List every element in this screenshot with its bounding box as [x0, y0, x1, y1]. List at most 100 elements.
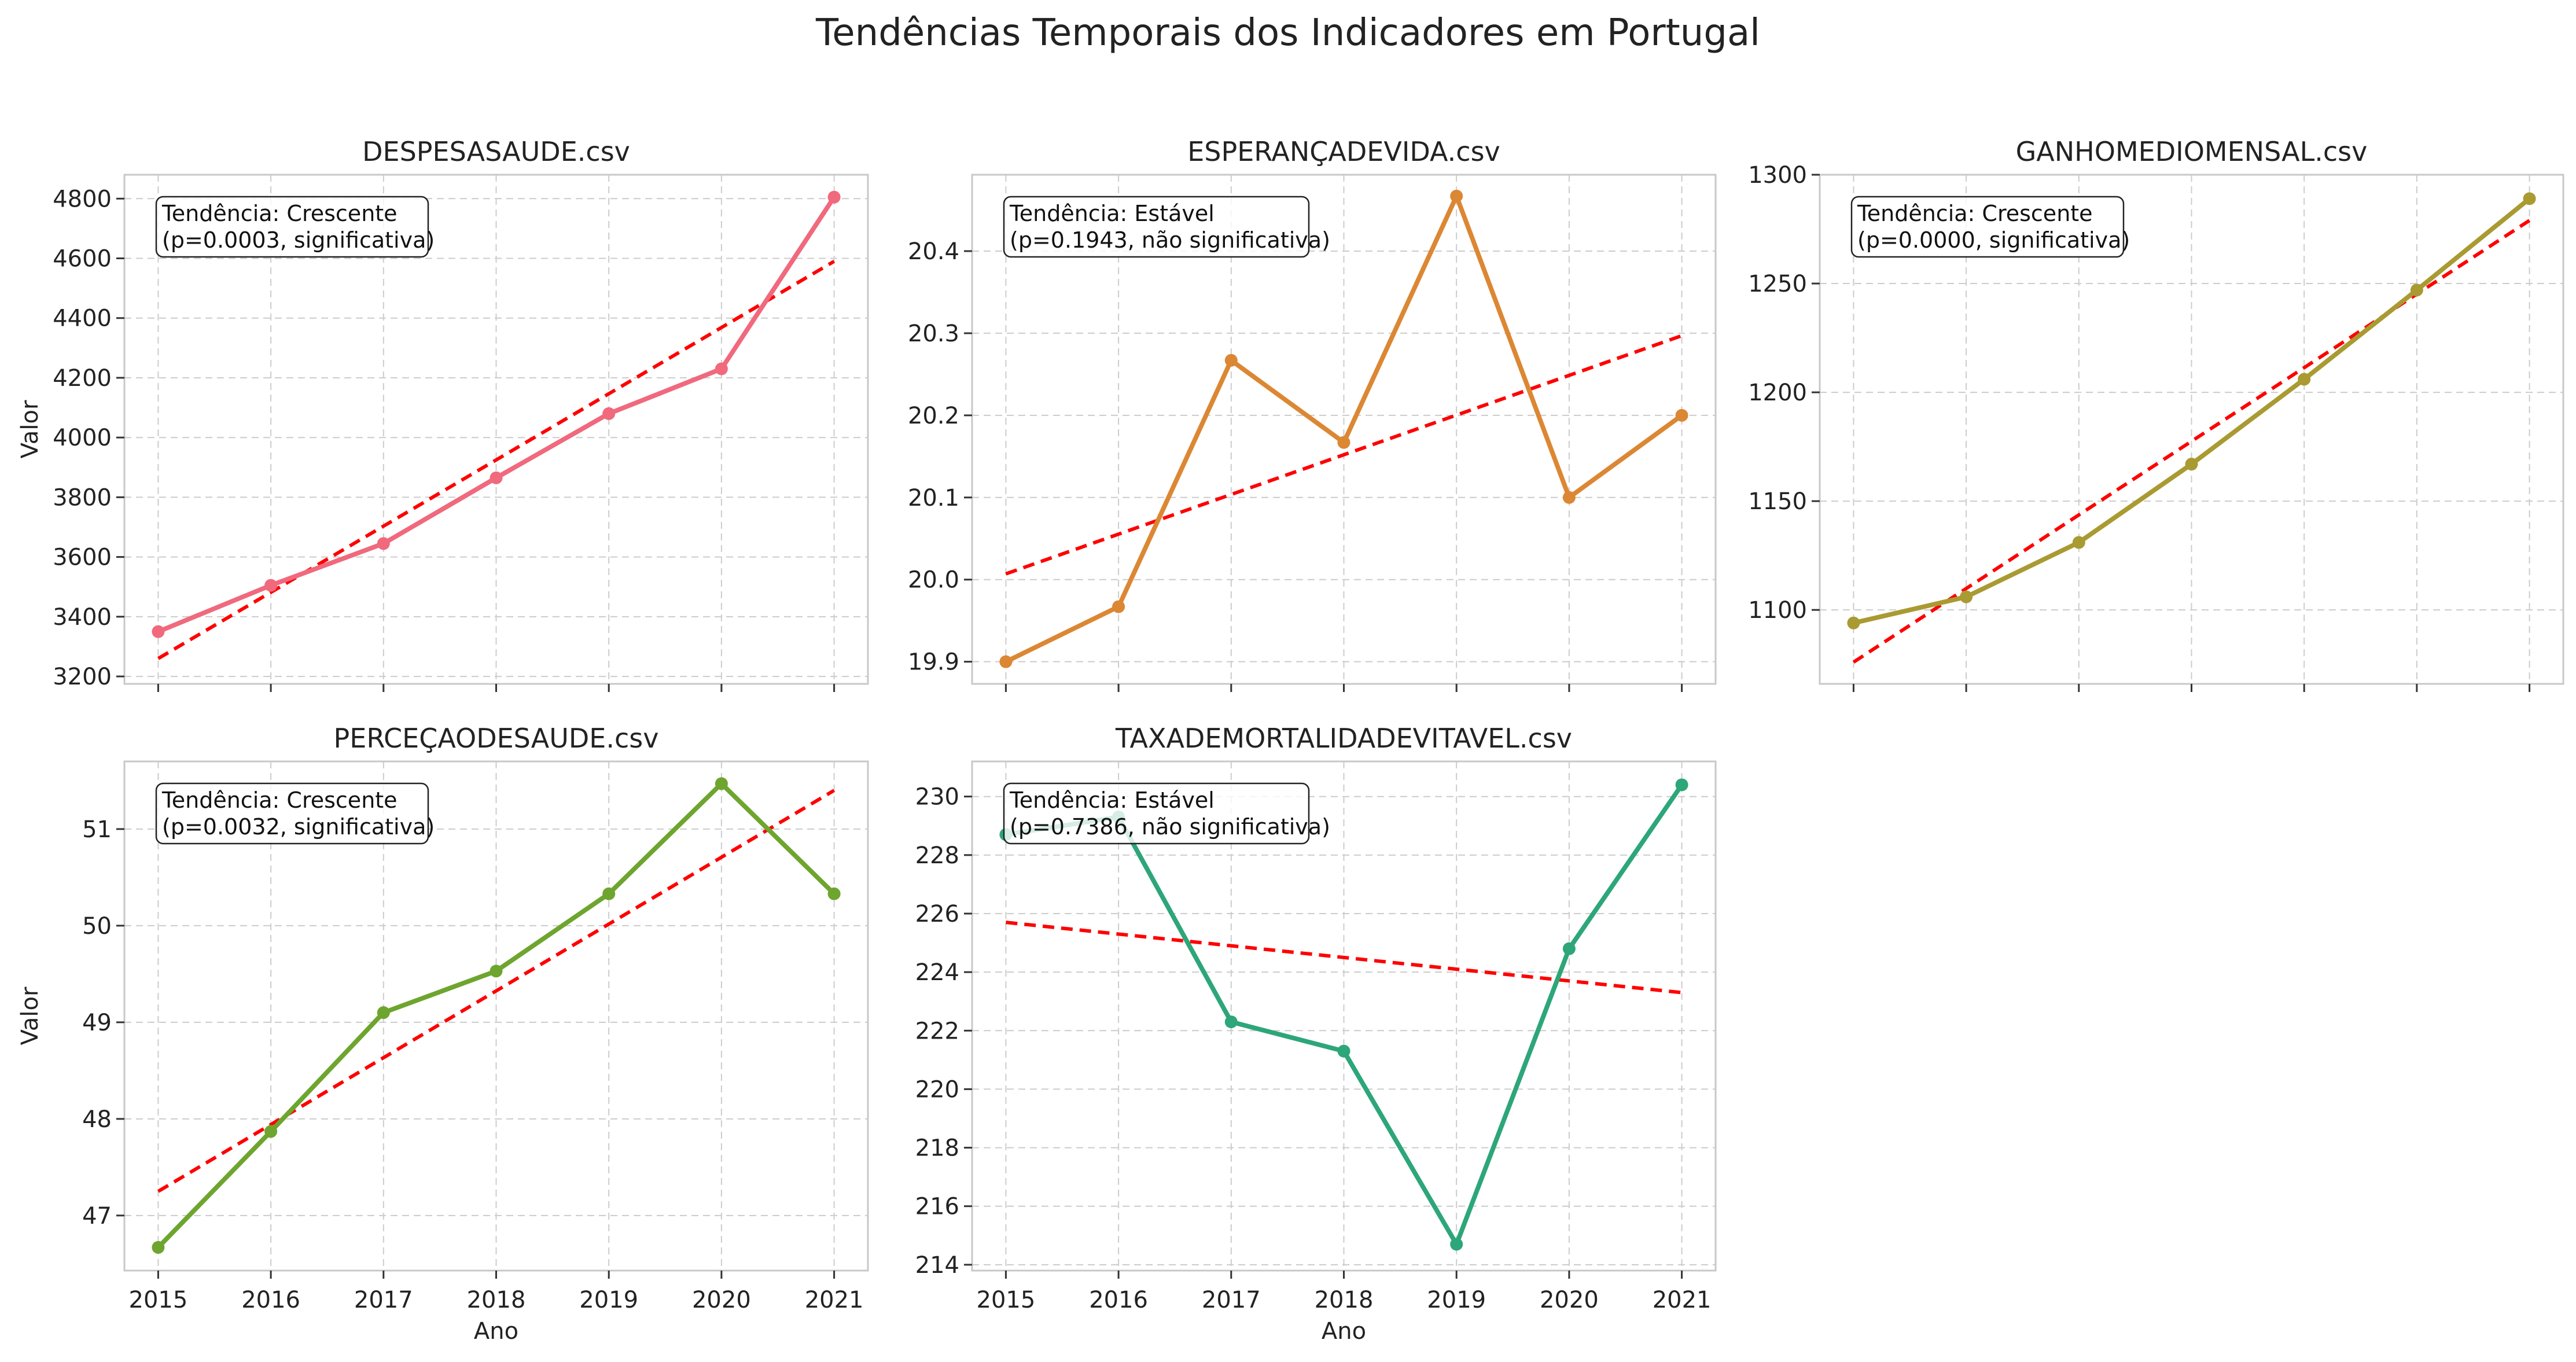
data-point	[377, 537, 390, 550]
x-tick-label: 2019	[1427, 1287, 1486, 1313]
data-point	[2523, 192, 2536, 205]
data-point	[1337, 1044, 1350, 1058]
chart-panel-4: 47 48 49 50 51 2015 2016 2017 2018 2019 2020 2021 PE…	[17, 723, 869, 1345]
data-point	[2410, 284, 2423, 297]
data-point	[2185, 458, 2198, 471]
y-tick-label: 4800	[53, 186, 112, 212]
data-point	[2298, 373, 2311, 386]
data-point	[827, 887, 841, 900]
chart-panel-5: 214 216 218 220 222 224 226 228 230 2015 2016 2017 2…	[915, 723, 1717, 1345]
data-point	[1112, 600, 1125, 613]
data-point	[715, 362, 728, 376]
y-tick-label: 20.4	[908, 238, 959, 265]
x-tick-label: 2020	[692, 1287, 751, 1313]
y-tick-label: 3400	[53, 604, 112, 631]
annotation-line-1: Tendência: Estável	[1009, 201, 1215, 226]
y-tick-label: 1250	[1748, 271, 1807, 297]
y-tick-label: 4400	[53, 305, 112, 332]
y-tick-label: 230	[915, 784, 959, 811]
data-point	[264, 1125, 278, 1138]
subplot-title: GANHOMEDIOMENSAL.csv	[2016, 136, 2368, 167]
annotation-box	[1003, 782, 1310, 845]
y-tick-label: 48	[82, 1106, 112, 1133]
y-tick-label: 222	[915, 1018, 959, 1044]
annotation-line-1: Tendência: Crescente	[161, 201, 398, 226]
data-point	[1224, 354, 1238, 367]
data-point	[715, 777, 728, 790]
data-point	[152, 1240, 165, 1254]
trend-annotation: Tendência: Crescente(p=0.0032, significa…	[155, 782, 435, 845]
y-tick-label: 3200	[53, 664, 112, 690]
y-tick-label: 49	[82, 1010, 112, 1036]
y-tick-label: 3600	[53, 544, 112, 571]
y-tick-label: 20.0	[908, 567, 959, 594]
y-tick-label: 20.2	[908, 403, 959, 429]
y-tick-label: 20.1	[908, 485, 959, 511]
chart-panel-3: 1100 1150 1200 1250 1300 GANHOMEDIOMENSAL.csv…	[1748, 136, 2564, 692]
y-axis-label: Valor	[17, 986, 43, 1045]
y-axis-label: Valor	[17, 400, 43, 458]
y-tick-label: 228	[915, 842, 959, 869]
trend-line	[1005, 334, 1683, 576]
data-point	[490, 965, 503, 978]
data-point	[2072, 536, 2085, 549]
x-tick-label: 2017	[354, 1287, 413, 1313]
y-tick-label: 214	[915, 1252, 959, 1279]
data-point	[999, 655, 1013, 668]
data-point	[377, 1006, 390, 1019]
y-tick-label: 226	[915, 901, 959, 927]
data-point	[602, 407, 616, 420]
x-axis-label: Ano	[1322, 1318, 1366, 1345]
subplot-title: DESPESASAUDE.csv	[362, 136, 630, 167]
x-tick-label: 2019	[579, 1287, 638, 1313]
subplot-title: ESPERANÇADEVIDA.csv	[1187, 136, 1500, 167]
x-tick-label: 2016	[241, 1287, 300, 1313]
subplot-title: PERCEÇAODESAUDE.csv	[334, 723, 659, 754]
figure-title: Tendências Temporais dos Indicadores em …	[815, 12, 1760, 54]
y-tick-label: 20.3	[908, 321, 959, 347]
x-tick-label: 2016	[1089, 1287, 1148, 1313]
trend-line	[157, 260, 836, 660]
x-tick-label: 2021	[1653, 1287, 1712, 1313]
data-point	[602, 887, 616, 900]
x-tick-label: 2018	[1315, 1287, 1374, 1313]
y-tick-label: 51	[82, 816, 112, 843]
annotation-box	[155, 196, 429, 258]
data-point	[490, 471, 503, 484]
data-point	[1450, 189, 1463, 203]
y-tick-label: 216	[915, 1194, 959, 1220]
annotation-line-1: Tendência: Crescente	[1857, 201, 2093, 226]
x-tick-label: 2015	[977, 1287, 1036, 1313]
x-tick-label: 2018	[467, 1287, 526, 1313]
trend-line	[1006, 921, 1682, 995]
annotation-line-2: (p=0.7386, não significativa)	[1010, 814, 1330, 840]
trend-annotation: Tendência: Estável(p=0.7386, não signifi…	[1003, 782, 1330, 845]
y-tick-label: 1200	[1748, 380, 1807, 406]
y-tick-label: 4000	[53, 425, 112, 451]
x-tick-label: 2020	[1540, 1287, 1599, 1313]
data-point	[152, 625, 165, 638]
annotation-line-2: (p=0.0032, significativa)	[162, 814, 435, 840]
y-tick-label: 4200	[53, 365, 112, 392]
annotation-line-2: (p=0.1943, não significativa)	[1010, 227, 1330, 253]
y-tick-label: 4600	[53, 246, 112, 273]
annotation-box	[1003, 196, 1310, 258]
data-point	[1675, 778, 1688, 792]
x-axis-label: Ano	[474, 1318, 518, 1345]
trend-annotation: Tendência: Crescente(p=0.0003, significa…	[155, 196, 435, 258]
subplot-title: TAXADEMORTALIDADEVITAVEL.csv	[1115, 723, 1572, 754]
trend-annotation: Tendência: Crescente(p=0.0000, significa…	[1850, 196, 2130, 258]
trend-line	[157, 789, 836, 1193]
x-tick-label: 2015	[129, 1287, 188, 1313]
y-tick-label: 1300	[1748, 162, 1807, 189]
y-tick-label: 220	[915, 1076, 959, 1103]
data-point	[1847, 616, 1860, 630]
data-point	[827, 190, 841, 204]
chart-panel-2: 19.9 20.0 20.1 20.2 20.3 20.4 ESPERANÇADEVIDA.…	[908, 136, 1717, 692]
data-point	[1562, 491, 1576, 504]
data-point	[1562, 942, 1576, 955]
annotation-line-1: Tendência: Estável	[1009, 787, 1215, 813]
annotation-line-2: (p=0.0000, significativa)	[1857, 227, 2130, 253]
data-point	[1224, 1015, 1238, 1029]
